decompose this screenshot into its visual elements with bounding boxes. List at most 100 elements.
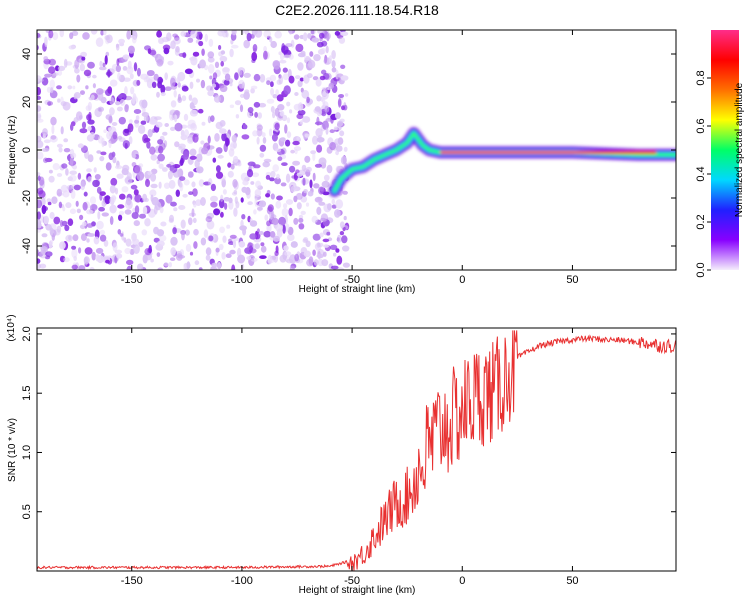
noise-speckle	[259, 152, 265, 158]
noise-speckle	[189, 251, 194, 256]
noise-speckle	[281, 162, 288, 167]
noise-speckle	[73, 184, 81, 191]
noise-speckle	[71, 30, 79, 36]
noise-speckle	[228, 197, 233, 204]
spectrogram-ticks: -150 -100 -50 0 50 -40 -20 0 20 40	[21, 30, 676, 286]
noise-speckle	[196, 78, 200, 83]
noise-speckle	[73, 92, 81, 99]
noise-speckle	[278, 51, 282, 56]
noise-speckle	[286, 101, 291, 107]
noise-speckle	[282, 224, 286, 234]
noise-speckle	[80, 90, 85, 95]
noise-speckle	[69, 170, 77, 175]
noise-speckle	[259, 255, 267, 259]
noise-speckle	[250, 88, 255, 94]
noise-speckle	[310, 30, 316, 35]
noise-speckle	[133, 109, 142, 114]
noise-speckle	[163, 262, 169, 267]
noise-speckle	[65, 168, 69, 176]
noise-speckle	[316, 253, 324, 259]
noise-speckle	[302, 177, 306, 186]
noise-speckle	[241, 134, 250, 140]
colorbar-tick-label: 0.6	[695, 118, 707, 133]
noise-speckle	[67, 218, 74, 226]
noise-speckle	[188, 217, 193, 226]
noise-speckle	[272, 60, 281, 69]
noise-speckle	[125, 238, 132, 247]
noise-speckle	[217, 262, 222, 270]
noise-speckle	[343, 146, 348, 152]
noise-speckle	[337, 234, 342, 243]
noise-speckle	[285, 139, 291, 147]
noise-speckle	[83, 256, 88, 266]
noise-speckle	[160, 92, 166, 97]
noise-speckle	[133, 62, 138, 72]
noise-speckle	[92, 83, 96, 89]
noise-speckle	[211, 262, 218, 268]
noise-speckle	[93, 236, 100, 245]
noise-speckle	[137, 124, 146, 134]
noise-speckle	[87, 176, 92, 183]
noise-speckle	[133, 220, 140, 227]
noise-speckle	[206, 220, 215, 230]
noise-speckle	[275, 224, 284, 232]
noise-speckle	[288, 207, 293, 217]
noise-speckle	[322, 238, 330, 243]
noise-speckle	[167, 170, 173, 180]
noise-speckle	[57, 69, 63, 76]
noise-speckle	[81, 121, 87, 129]
snr-ticks: -150 -100 -50 0 50 0.5 1.0 1.5 2.0	[21, 326, 676, 587]
noise-speckle	[170, 126, 176, 131]
noise-speckle	[253, 209, 257, 215]
noise-speckle	[187, 124, 194, 129]
noise-speckle	[220, 211, 224, 218]
noise-speckle	[48, 169, 53, 174]
noise-speckle	[234, 72, 239, 81]
noise-speckle	[261, 132, 266, 138]
noise-speckle	[249, 248, 257, 254]
noise-speckle	[276, 173, 280, 180]
noise-speckle	[37, 199, 43, 209]
noise-speckle	[342, 262, 350, 268]
noise-speckle	[170, 236, 178, 246]
noise-speckle	[344, 93, 349, 97]
noise-speckle	[251, 59, 256, 63]
noise-speckle	[164, 72, 168, 81]
noise-speckle	[205, 247, 212, 256]
noise-speckle	[37, 112, 42, 121]
noise-speckle	[37, 211, 41, 220]
noise-speckle	[220, 50, 226, 55]
noise-speckle	[105, 162, 112, 171]
noise-speckle	[270, 81, 274, 88]
noise-speckle	[294, 92, 299, 96]
noise-speckle	[227, 170, 234, 178]
noise-speckle	[252, 130, 258, 137]
noise-speckle	[306, 73, 313, 79]
noise-speckle	[72, 85, 76, 90]
noise-speckle	[303, 237, 309, 242]
noise-speckle	[318, 186, 325, 195]
noise-speckle	[170, 201, 177, 207]
noise-speckle	[312, 233, 321, 241]
noise-speckle	[285, 199, 294, 205]
noise-speckle	[97, 211, 101, 220]
noise-speckle	[294, 253, 300, 262]
noise-speckle	[156, 30, 163, 38]
noise-speckle	[230, 163, 235, 170]
noise-speckle	[94, 174, 101, 180]
noise-speckle	[312, 76, 319, 81]
noise-speckle	[95, 37, 104, 47]
noise-speckle	[292, 140, 300, 146]
noise-speckle	[342, 245, 350, 252]
snr-frame	[36, 327, 677, 572]
noise-speckle	[158, 234, 167, 242]
noise-speckle	[300, 50, 306, 56]
noise-speckle	[218, 243, 224, 251]
noise-speckle	[266, 80, 271, 86]
noise-speckle	[63, 257, 70, 263]
noise-speckle	[68, 45, 76, 50]
noise-speckle	[269, 36, 273, 43]
signal-band-green	[333, 131, 676, 193]
noise-speckle	[71, 264, 79, 270]
noise-speckle	[37, 263, 42, 269]
